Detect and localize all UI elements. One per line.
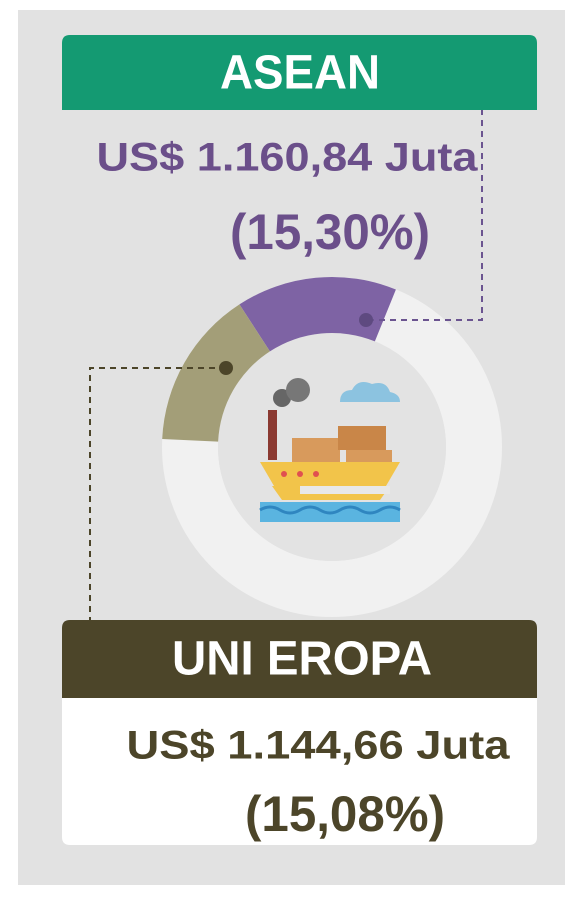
region-label: UNI EROPA <box>172 633 432 686</box>
donut-segment <box>162 304 270 442</box>
connector-dot <box>219 361 233 375</box>
donut-segment <box>239 277 396 352</box>
ship-icon <box>259 378 401 522</box>
donut-segments <box>162 277 396 442</box>
content-box <box>62 698 537 845</box>
connector <box>366 76 483 321</box>
amount-label: US$ 1.144,66 Juta <box>127 724 511 768</box>
header-box <box>62 620 537 698</box>
value-label: (15,08%) <box>245 786 445 842</box>
connector-dot <box>359 313 373 327</box>
amount-label: US$ 1.160,84 Juta <box>97 136 479 180</box>
connector <box>89 367 226 620</box>
value-label: (15,30%) <box>230 204 430 260</box>
header-box <box>62 35 537 110</box>
region-label: ASEAN <box>220 47 380 100</box>
